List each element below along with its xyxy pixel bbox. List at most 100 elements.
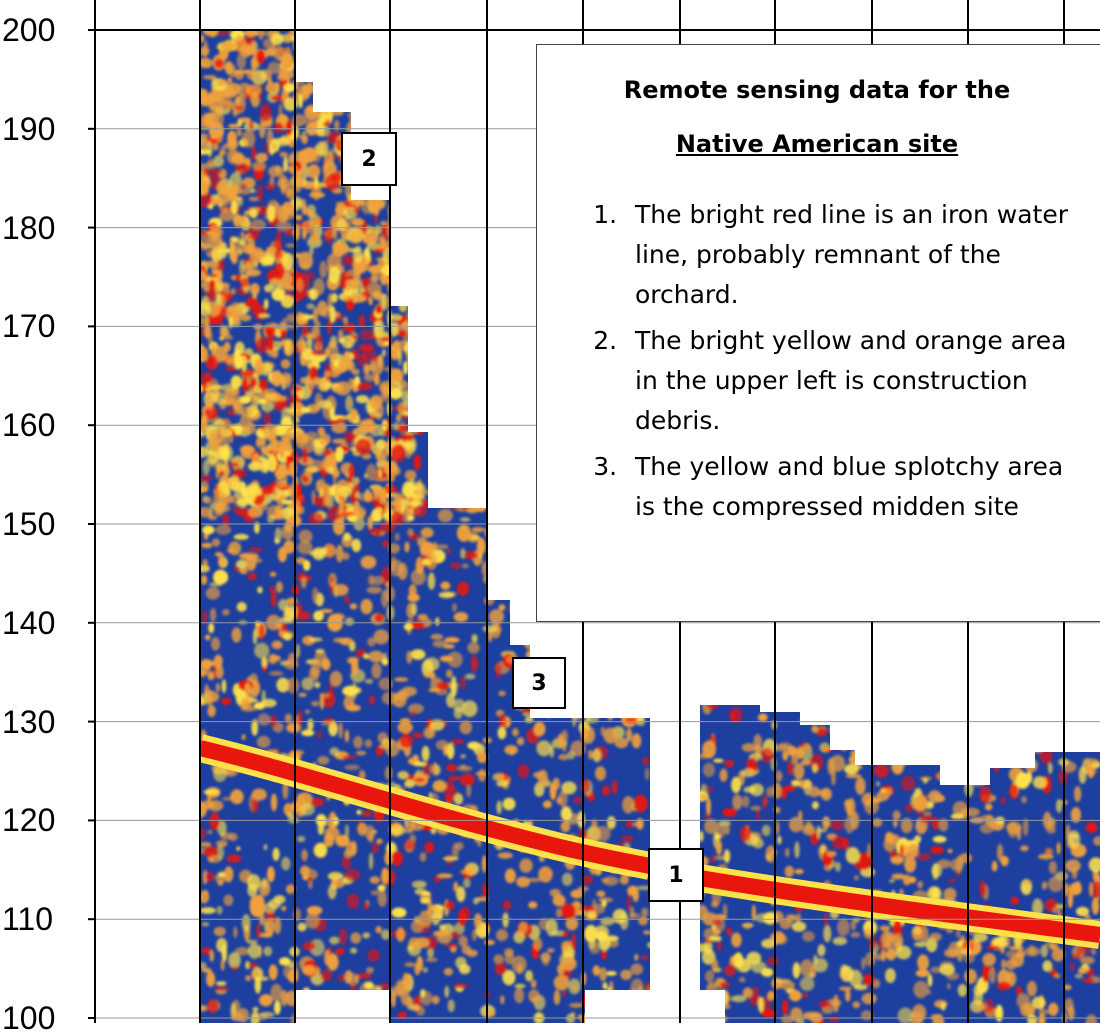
sensing-speckle (638, 916, 648, 926)
sensing-speckle (445, 900, 455, 910)
sensing-speckle (211, 538, 221, 547)
sensing-speckle (562, 741, 567, 752)
sensing-speckle (286, 313, 297, 324)
sensing-speckle (816, 727, 828, 737)
sensing-speckle (411, 336, 422, 341)
sensing-speckle (572, 796, 583, 805)
sensing-speckle (409, 94, 423, 110)
sensing-speckle (746, 951, 762, 965)
sensing-speckle (451, 603, 458, 612)
sensing-speckle (402, 50, 410, 63)
sensing-speckle (301, 204, 308, 216)
sensing-speckle (431, 910, 440, 926)
sensing-speckle (542, 800, 552, 809)
sensing-speckle (230, 966, 239, 971)
sensing-speckle (221, 796, 234, 801)
sensing-speckle (320, 969, 333, 982)
sensing-speckle (897, 1007, 913, 1023)
sensing-speckle (571, 933, 576, 951)
sensing-speckle (335, 834, 350, 847)
sensing-speckle (285, 408, 299, 413)
sensing-speckle (319, 487, 324, 499)
sensing-speckle (410, 1004, 421, 1012)
sensing-speckle (382, 248, 394, 265)
sensing-speckle (361, 279, 366, 288)
sensing-speckle (1080, 956, 1095, 965)
sensing-speckle (228, 541, 242, 556)
sensing-speckle (895, 748, 912, 766)
sensing-speckle (451, 676, 457, 684)
sensing-speckle (327, 342, 339, 359)
sensing-speckle (760, 747, 774, 764)
sensing-speckle (498, 690, 506, 697)
sensing-speckle (516, 876, 531, 888)
sensing-speckle (297, 710, 303, 727)
sensing-speckle (630, 963, 644, 976)
sensing-speckle (459, 517, 471, 522)
sensing-speckle (1048, 1002, 1059, 1016)
sensing-speckle (233, 926, 238, 938)
sensing-speckle (416, 955, 424, 972)
sensing-speckle (201, 922, 210, 927)
sensing-speckle (343, 532, 351, 542)
sensing-speckle (397, 348, 403, 366)
sensing-speckle (319, 35, 327, 54)
sensing-speckle (376, 110, 385, 120)
sensing-speckle (960, 947, 972, 955)
sensing-speckle (958, 768, 973, 779)
sensing-speckle (405, 173, 419, 183)
sensing-speckle (403, 360, 409, 375)
sensing-speckle (891, 758, 904, 775)
sensing-speckle (223, 465, 230, 477)
sensing-speckle (496, 780, 509, 787)
sensing-speckle (286, 455, 292, 462)
sensing-speckle (473, 913, 482, 929)
sensing-speckle (403, 623, 413, 631)
sensing-speckle (408, 51, 423, 59)
sensing-speckle (412, 505, 427, 517)
sensing-speckle (236, 846, 241, 851)
sensing-speckle (219, 148, 226, 157)
sensing-speckle (316, 69, 330, 75)
sensing-speckle (381, 272, 386, 282)
sensing-speckle (274, 1000, 281, 1015)
sensing-speckle (579, 905, 595, 912)
sensing-speckle (945, 726, 956, 735)
sensing-speckle (411, 265, 419, 283)
sensing-speckle (390, 321, 398, 337)
sensing-speckle (559, 640, 574, 648)
sensing-speckle (717, 990, 729, 1006)
sensing-speckle (283, 607, 296, 624)
sensing-speckle (440, 655, 454, 662)
sensing-speckle (1092, 869, 1099, 882)
sensing-speckle (364, 1016, 371, 1023)
sensing-speckle (222, 609, 230, 616)
sensing-speckle (344, 764, 360, 771)
sensing-speckle (708, 1007, 722, 1012)
y-tick-label: 150 (2, 506, 56, 542)
sensing-speckle (351, 368, 360, 375)
sensing-speckle (453, 707, 463, 720)
sensing-speckle (338, 47, 345, 58)
legend-title: Remote sensing data for the (623, 76, 1011, 104)
sensing-speckle (220, 697, 232, 706)
sensing-speckle (1027, 1014, 1038, 1023)
sensing-speckle (344, 596, 350, 604)
sensing-speckle (280, 295, 295, 309)
sensing-speckle (380, 220, 387, 226)
sensing-speckle (1048, 762, 1053, 774)
sensing-speckle (1070, 807, 1081, 823)
sensing-speckle (904, 855, 917, 873)
sensing-speckle (741, 768, 756, 778)
sensing-speckle (718, 1003, 731, 1010)
sensing-speckle (235, 96, 241, 104)
sensing-speckle (266, 866, 275, 883)
sensing-speckle (430, 719, 445, 731)
sensing-speckle (257, 398, 267, 405)
sensing-speckle (355, 72, 368, 81)
sensing-speckle (476, 751, 488, 764)
sensing-speckle (205, 587, 221, 600)
marker-1: 1 (648, 848, 704, 902)
sensing-speckle (592, 965, 601, 976)
sensing-speckle (798, 810, 803, 821)
